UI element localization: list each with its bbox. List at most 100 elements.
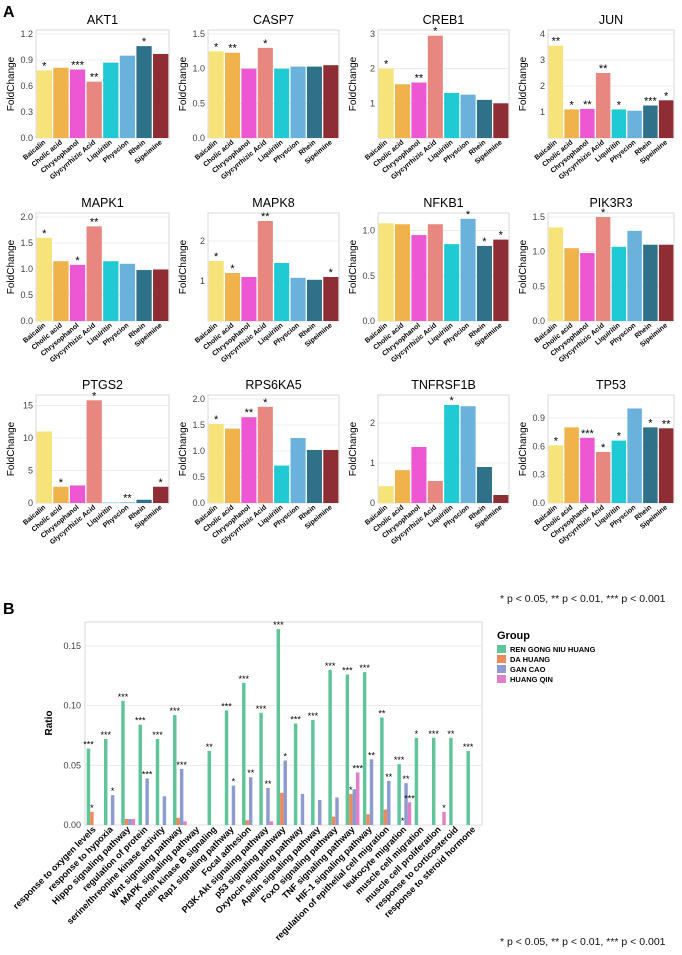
bar-jun [627, 110, 642, 138]
bar-casp7 [241, 68, 257, 138]
bar-tnfrsf1b [427, 481, 443, 503]
bar-mapk1 [119, 263, 136, 321]
significance-mark: *** [256, 704, 267, 714]
bar-ren-gong-niu-huang [276, 629, 281, 825]
facet-title-nfkb1: NFKB1 [423, 196, 463, 210]
significance-mark: * [415, 729, 419, 739]
bar-ren-gong-niu-huang [397, 764, 401, 825]
bar-ren-gong-niu-huang [345, 674, 350, 825]
bar-gan-cao [318, 799, 322, 825]
bar-ren-gong-niu-huang [242, 682, 246, 825]
y-tick-label: 1.5 [192, 420, 205, 430]
bar-pik3r3 [627, 230, 642, 321]
bar-akt1 [119, 55, 136, 138]
significance-mark: * [384, 59, 389, 71]
bar-ren-gong-niu-huang [121, 700, 125, 825]
bar-pik3r3 [548, 227, 564, 321]
y-tick-label: 0.9 [532, 413, 545, 423]
legend-title: Group [497, 630, 530, 642]
y-tick-label: 0.0 [532, 498, 545, 508]
significance-mark: ** [90, 216, 99, 228]
y-axis-title: FoldChange [348, 56, 359, 111]
bar-creb1 [476, 99, 492, 138]
bar-mapk8 [257, 221, 273, 321]
significance-mark: * [75, 255, 80, 267]
significance-mark: * [159, 477, 164, 489]
bar-da-huang [349, 793, 353, 825]
y-tick-label: 0.9 [20, 55, 33, 65]
bar-ptgs2 [36, 431, 52, 503]
significance-mark: * [433, 26, 438, 38]
bar-rps6ka5 [274, 465, 290, 503]
bar-nfkb1 [411, 235, 427, 321]
bar-creb1 [411, 82, 427, 138]
legend-swatch [497, 655, 506, 663]
significance-mark: ** [552, 36, 561, 48]
y-axis-title: FoldChange [518, 239, 529, 294]
facet-title-mapk8: MAPK8 [252, 196, 294, 210]
y-axis-title: FoldChange [6, 56, 17, 111]
y-tick-label: 2.0 [20, 212, 33, 222]
y-tick-label: 3 [370, 29, 375, 39]
bar-rps6ka5 [241, 417, 257, 503]
y-axis-title: Ratio [44, 711, 55, 736]
bar-da-huang [90, 811, 94, 825]
significance-mark: ** [583, 99, 592, 111]
bar-gan-cao [248, 777, 253, 825]
bar-akt1 [36, 70, 52, 138]
bar-tnfrsf1b [411, 447, 427, 503]
bar-nfkb1 [378, 223, 394, 321]
bar-tnfrsf1b [395, 470, 411, 503]
y-tick-label: 0.3 [532, 470, 545, 480]
y-axis-title: FoldChange [6, 421, 17, 476]
y-tick-label: 1.0 [362, 226, 375, 236]
bar-ren-gong-niu-huang [362, 672, 367, 825]
y-axis-title: FoldChange [178, 421, 189, 476]
significance-note-b: * p < 0.05, ** p < 0.01, *** p < 0.001 [500, 936, 666, 948]
significance-mark: ** [378, 709, 386, 719]
significance-mark: *** [290, 715, 301, 725]
legend-swatch [497, 645, 506, 653]
bar-mapk8 [208, 261, 224, 321]
facet-title-tnfrsf1b: TNFRSF1B [411, 378, 476, 392]
bar-akt1 [69, 69, 86, 138]
significance-mark: *** [135, 716, 146, 726]
bar-nfkb1 [476, 245, 492, 321]
bar-akt1 [153, 53, 169, 138]
panel-label-a: A [3, 4, 15, 21]
y-tick-label: 0.10 [63, 701, 81, 711]
bar-huang-qin [183, 821, 187, 825]
bar-da-huang [245, 820, 249, 825]
bar-jun [643, 105, 658, 138]
panel-b-pathway-chart: 0.000.050.100.15Ratio*******************… [11, 620, 596, 942]
significance-mark: *** [221, 701, 232, 711]
y-tick-label: 1.5 [192, 29, 205, 39]
significance-mark: ** [247, 768, 255, 778]
bar-ptgs2 [119, 502, 136, 503]
bar-jun [611, 109, 627, 138]
y-tick-label: 1.5 [20, 238, 33, 248]
significance-mark: ** [90, 72, 99, 84]
bar-nfkb1 [444, 244, 460, 321]
bar-gan-cao [179, 768, 184, 825]
bar-ren-gong-niu-huang [328, 669, 332, 825]
bar-nfkb1 [493, 239, 509, 321]
facet-title-mapk1: MAPK1 [81, 196, 123, 210]
bar-akt1 [86, 81, 102, 138]
bar-ren-gong-niu-huang [431, 737, 436, 825]
bar-gan-cao [128, 819, 132, 825]
significance-mark: *** [118, 692, 129, 702]
bar-nfkb1 [427, 224, 443, 321]
bar-tp53 [627, 408, 642, 503]
bar-da-huang [331, 816, 336, 825]
significance-mark: * [214, 41, 219, 53]
bar-mapk1 [153, 269, 169, 321]
significance-mark: ** [245, 407, 254, 419]
facet-title-casp7: CASP7 [253, 13, 294, 27]
y-tick-label: 1 [540, 107, 545, 117]
bar-gan-cao [369, 759, 374, 825]
bar-creb1 [378, 68, 394, 138]
significance-note-a: * p < 0.05, ** p < 0.01, *** p < 0.001 [500, 593, 666, 605]
y-tick-label: 1 [200, 276, 205, 286]
y-axis-title: FoldChange [348, 239, 359, 294]
